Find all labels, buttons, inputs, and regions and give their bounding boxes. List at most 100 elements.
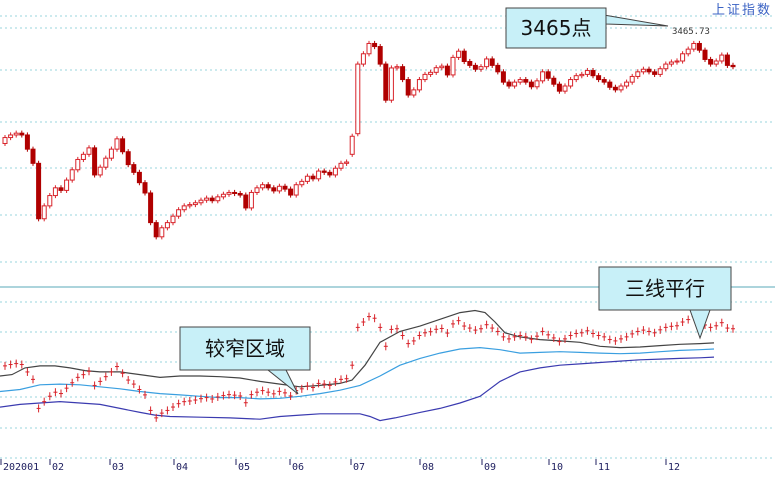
candle	[237, 192, 243, 196]
candle	[719, 54, 725, 62]
candle	[164, 222, 170, 229]
candle	[288, 188, 294, 196]
candle	[176, 209, 182, 217]
candle	[332, 167, 338, 176]
x-tick-label: 02	[52, 462, 64, 473]
candle	[47, 195, 53, 207]
callout: 三线平行	[598, 266, 732, 340]
lower-band-line	[0, 356, 715, 422]
candle	[159, 227, 165, 238]
candle	[243, 194, 249, 209]
candle	[562, 85, 568, 92]
candle	[321, 170, 327, 173]
candle	[41, 205, 47, 220]
candle	[153, 222, 159, 238]
candle	[551, 77, 557, 85]
upper-band-line	[0, 309, 715, 388]
x-tick-label: 03	[112, 462, 124, 473]
candle	[596, 75, 602, 81]
candle	[685, 48, 691, 55]
candle	[148, 192, 154, 224]
candle	[248, 191, 254, 209]
callout: 较窄区域	[179, 326, 311, 395]
candle	[506, 81, 512, 87]
candle	[652, 71, 658, 75]
candle	[433, 67, 439, 73]
candle	[30, 148, 36, 164]
candle	[467, 61, 473, 66]
candle	[103, 157, 109, 168]
candle	[260, 184, 266, 189]
candle	[80, 153, 86, 160]
candle	[276, 185, 282, 192]
candle	[500, 71, 506, 83]
candle	[528, 81, 534, 88]
candle	[97, 166, 103, 176]
candle	[512, 81, 518, 87]
candle	[540, 71, 546, 82]
candle	[192, 202, 198, 206]
candle	[344, 161, 350, 164]
candle	[674, 60, 680, 63]
peak-value-label: 3465.73	[672, 27, 710, 37]
candle	[624, 81, 630, 87]
candle	[265, 184, 271, 189]
candle	[86, 147, 92, 155]
candle	[69, 169, 75, 181]
mini-price-bars	[3, 312, 735, 422]
candle	[405, 79, 411, 96]
candle	[338, 162, 344, 169]
candle	[573, 75, 579, 81]
candle	[702, 49, 708, 60]
callout-text: 3465点	[521, 16, 592, 40]
candle	[271, 187, 277, 192]
callout: 3465点	[505, 7, 669, 49]
candle	[724, 54, 730, 66]
candle	[534, 80, 540, 88]
callout-text: 三线平行	[625, 277, 705, 301]
candle	[187, 204, 193, 207]
candle	[198, 199, 204, 204]
candle	[304, 175, 310, 182]
candle	[349, 135, 355, 155]
x-tick-label: 10	[551, 462, 563, 473]
candle	[204, 197, 210, 201]
candle	[125, 151, 131, 166]
candle	[282, 185, 288, 190]
candle	[646, 68, 652, 73]
candle	[316, 170, 322, 180]
candle	[372, 42, 378, 48]
candle	[232, 191, 238, 194]
candle	[293, 184, 299, 196]
candle	[680, 53, 686, 62]
candle	[52, 187, 58, 197]
candle	[416, 79, 422, 91]
candle	[411, 89, 417, 96]
candle	[215, 196, 221, 202]
candle	[618, 85, 624, 91]
x-tick-label: 08	[422, 462, 434, 473]
candle	[8, 134, 14, 139]
candle	[450, 56, 456, 76]
candle	[663, 63, 669, 70]
callout-pointer	[266, 369, 299, 395]
candle	[383, 63, 389, 101]
candle	[19, 132, 25, 136]
candle	[2, 137, 8, 144]
candle	[136, 171, 142, 184]
chart-title: 上证指数	[712, 3, 772, 18]
candle	[484, 58, 490, 68]
x-tick-label: 04	[176, 462, 188, 473]
candle	[170, 215, 176, 224]
candle	[36, 162, 42, 220]
callout-box	[505, 7, 607, 49]
callout-text: 较窄区域	[205, 337, 285, 361]
candle	[220, 193, 226, 198]
middle-band-line	[0, 346, 715, 400]
candle	[579, 73, 585, 77]
candle	[310, 175, 316, 180]
candle	[428, 71, 434, 75]
candle	[394, 66, 400, 69]
x-tick-label: 05	[238, 462, 250, 473]
candle	[377, 46, 383, 65]
